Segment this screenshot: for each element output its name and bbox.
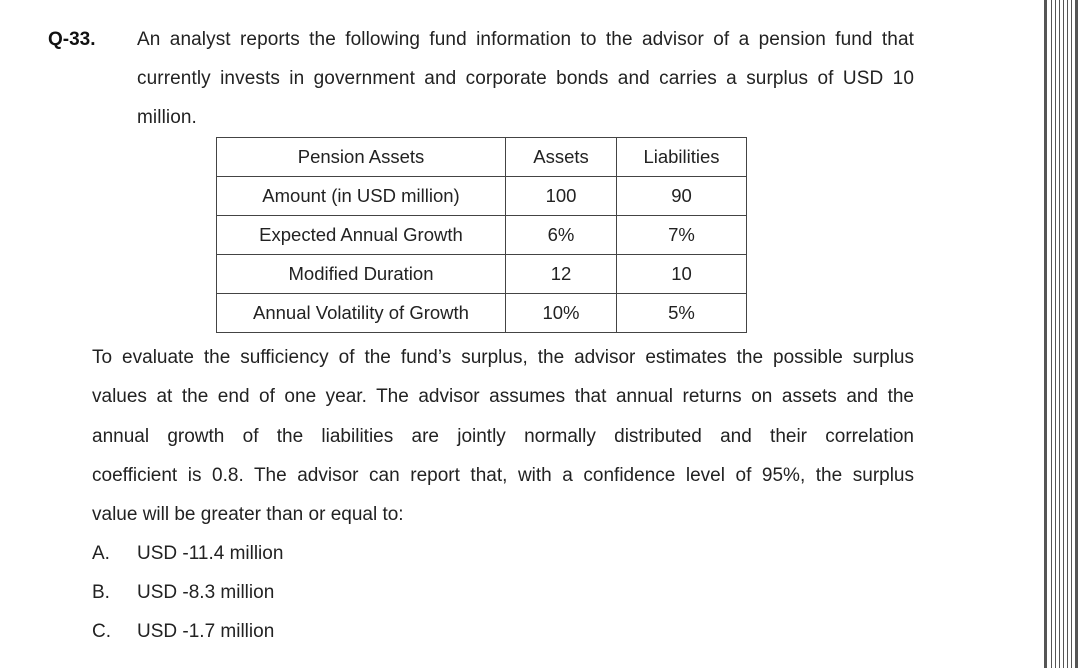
table-cell: Modified Duration xyxy=(216,254,506,294)
table-cell: 90 xyxy=(616,176,747,216)
table-header-cell: Pension Assets xyxy=(216,137,506,177)
option-text: USD -1.7 million xyxy=(137,621,275,642)
page-border-line xyxy=(1063,0,1064,668)
option-text: USD -11.4 million xyxy=(137,543,284,564)
table-cell: 7% xyxy=(616,215,747,255)
table-cell: 10% xyxy=(505,293,617,333)
table-row: Modified Duration 12 10 xyxy=(216,254,747,294)
question-intro-line-2: currently invests in government and corp… xyxy=(137,68,914,89)
table-row: Annual Volatility of Growth 10% 5% xyxy=(216,293,747,333)
option-letter: C. xyxy=(92,621,111,642)
table-cell: 12 xyxy=(505,254,617,294)
table-header-cell: Liabilities xyxy=(616,137,747,177)
page-border-line xyxy=(1055,0,1056,668)
option-text: USD -8.3 million xyxy=(137,582,275,603)
table-cell: Annual Volatility of Growth xyxy=(216,293,506,333)
question-body-line-5: value will be greater than or equal to: xyxy=(92,504,404,525)
question-intro-line-1: An analyst reports the following fund in… xyxy=(137,29,914,50)
option-b: B. USD -8.3 million xyxy=(92,582,274,604)
question-intro-line-3: million. xyxy=(137,107,197,128)
question-body-line-2: values at the end of one year. The advis… xyxy=(92,386,914,407)
page-border-line xyxy=(1059,0,1060,668)
table-header-row: Pension Assets Assets Liabilities xyxy=(216,137,747,177)
table-row: Expected Annual Growth 6% 7% xyxy=(216,215,747,255)
question-body-line-1: To evaluate the sufficiency of the fund’… xyxy=(92,347,914,368)
page-border-line xyxy=(1067,0,1068,668)
table-cell: 10 xyxy=(616,254,747,294)
table-cell: Expected Annual Growth xyxy=(216,215,506,255)
option-letter: B. xyxy=(92,582,110,603)
option-c: C. USD -1.7 million xyxy=(92,621,274,643)
question-body-line-3: annual growth of the liabilities are joi… xyxy=(92,426,914,447)
table-cell: 100 xyxy=(505,176,617,216)
page-border-line xyxy=(1075,0,1078,668)
page-border-line xyxy=(1071,0,1072,668)
table-cell: Amount (in USD million) xyxy=(216,176,506,216)
table-row: Amount (in USD million) 100 90 xyxy=(216,176,747,216)
option-letter: A. xyxy=(92,543,110,564)
table-cell: 6% xyxy=(505,215,617,255)
option-a: A. USD -11.4 million xyxy=(92,543,283,565)
question-number: Q-33. xyxy=(48,29,96,50)
table-cell: 5% xyxy=(616,293,747,333)
page-border-line xyxy=(1051,0,1052,668)
pension-fund-table: Pension Assets Assets Liabilities Amount… xyxy=(216,137,747,333)
page-border-line xyxy=(1044,0,1047,668)
table-header-cell: Assets xyxy=(505,137,617,177)
question-body-line-4: coefficient is 0.8. The advisor can repo… xyxy=(92,465,914,486)
